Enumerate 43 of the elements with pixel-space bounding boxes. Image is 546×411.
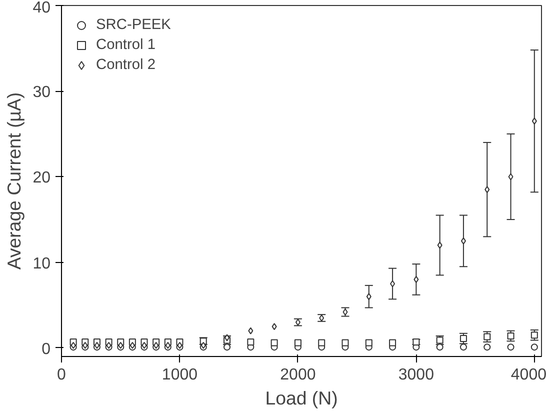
x-axis-title: Load (N) (265, 388, 338, 408)
y-tick-label: 40 (32, 0, 51, 16)
point (532, 118, 537, 125)
x-tick-label: 2000 (280, 366, 316, 384)
point (530, 344, 538, 351)
y-axis-title: Average Current (µA) (4, 92, 25, 270)
y-tick-label: 20 (32, 170, 51, 187)
y-tick-label: 30 (32, 84, 51, 102)
point (318, 339, 326, 346)
point (484, 333, 491, 340)
point (270, 339, 278, 346)
x-tick-label: 4000 (510, 366, 546, 384)
legend-label: Control 2 (96, 57, 156, 73)
y-tick-label: 0 (42, 340, 51, 358)
x-tick-label: 1000 (162, 366, 198, 384)
x-tick-label: 0 (57, 366, 66, 384)
point (365, 339, 372, 346)
point (224, 334, 230, 342)
point (508, 173, 514, 180)
point (224, 344, 231, 351)
legend-label: Control 1 (96, 37, 156, 53)
point (294, 339, 302, 346)
point (342, 339, 349, 346)
point (530, 332, 538, 339)
point (460, 344, 467, 351)
x-tick-label: 3000 (398, 366, 434, 384)
point (247, 338, 254, 346)
point (272, 323, 277, 330)
point (389, 339, 396, 346)
point (507, 332, 514, 340)
legend-label: SRC-PEEK (96, 17, 171, 33)
point (414, 276, 419, 283)
point (366, 293, 372, 300)
point (437, 242, 442, 249)
point (248, 327, 254, 334)
point (484, 186, 490, 194)
point (484, 344, 491, 351)
point (460, 335, 467, 342)
point (436, 344, 444, 351)
point (460, 237, 466, 244)
point (390, 280, 396, 288)
y-tick-label: 10 (32, 255, 51, 272)
point (507, 344, 514, 351)
